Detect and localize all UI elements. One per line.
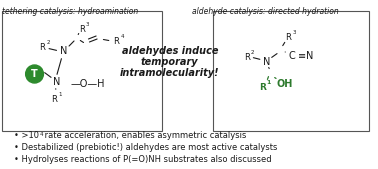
Text: R: R <box>259 83 266 92</box>
Text: aldehyde catalysis: directed hydration: aldehyde catalysis: directed hydration <box>192 7 339 16</box>
Text: • Hydrolyses reactions of P(=O)NH substrates also discussed: • Hydrolyses reactions of P(=O)NH substr… <box>14 155 271 164</box>
Text: temporary: temporary <box>141 57 198 67</box>
Text: R: R <box>40 43 45 53</box>
Text: 4: 4 <box>121 33 124 39</box>
Text: 2: 2 <box>46 41 50 45</box>
Text: R: R <box>51 94 57 103</box>
Text: 3: 3 <box>86 21 90 27</box>
Circle shape <box>26 65 43 83</box>
Text: aldehydes induce: aldehydes induce <box>121 46 218 56</box>
Text: intramolecularity!: intramolecularity! <box>120 68 220 78</box>
FancyBboxPatch shape <box>2 11 162 131</box>
Text: —O—H: —O—H <box>70 79 105 89</box>
Text: N: N <box>263 57 270 67</box>
Text: N: N <box>60 46 68 56</box>
Text: T: T <box>31 69 38 79</box>
Text: N: N <box>306 51 314 61</box>
Text: • Destabilized (prebiotic!) aldehydes are most active catalysts: • Destabilized (prebiotic!) aldehydes ar… <box>14 143 277 152</box>
Text: • >10: • >10 <box>14 131 39 140</box>
Text: 2: 2 <box>251 50 254 54</box>
Text: R: R <box>113 37 119 45</box>
Text: OH: OH <box>276 79 293 89</box>
Text: rate acceleration, enables asymmetric catalysis: rate acceleration, enables asymmetric ca… <box>42 131 247 140</box>
Text: R: R <box>244 53 250 62</box>
Text: tethering catalysis: hydroamination: tethering catalysis: hydroamination <box>2 7 138 16</box>
Text: 1: 1 <box>266 80 271 86</box>
Text: 1: 1 <box>59 91 62 96</box>
Text: ≡: ≡ <box>298 51 306 61</box>
Text: 4: 4 <box>40 131 43 137</box>
Text: R: R <box>285 33 291 42</box>
FancyBboxPatch shape <box>213 11 369 131</box>
Text: 3: 3 <box>292 30 296 35</box>
Text: C: C <box>289 51 296 61</box>
Text: R: R <box>79 25 85 33</box>
Text: N: N <box>53 77 60 87</box>
